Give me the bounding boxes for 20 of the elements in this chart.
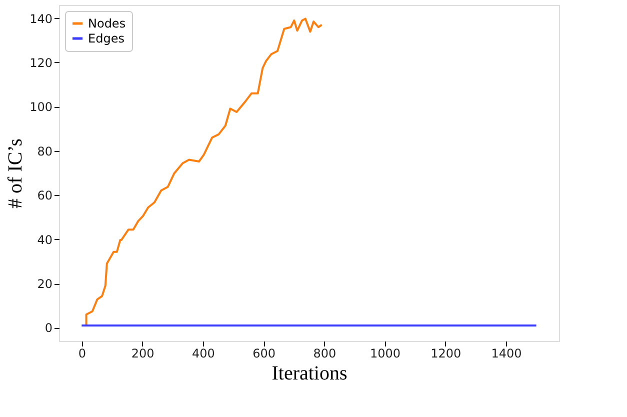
- x-tick-label: 200: [131, 346, 154, 360]
- y-tick-label: 120: [30, 56, 52, 70]
- y-tick-label: 100: [30, 100, 52, 114]
- y-tick-label: 0: [44, 321, 52, 336]
- y-tick-label: 60: [37, 188, 52, 203]
- y-tick-label: 80: [37, 144, 52, 158]
- x-tick-label: 400: [192, 346, 215, 360]
- x-tick-label: 0: [78, 346, 86, 360]
- x-tick-label: 1400: [491, 346, 522, 360]
- legend-label: Nodes: [88, 16, 126, 30]
- x-tick-label: 1000: [370, 346, 401, 360]
- legend-label: Edges: [88, 32, 124, 46]
- y-tick-label: 20: [37, 277, 52, 292]
- x-tick-label: 600: [252, 346, 276, 360]
- x-tick-label: 1200: [430, 346, 462, 360]
- y-tick-label: 140: [30, 12, 52, 26]
- y-tick-label: 40: [37, 232, 52, 247]
- x-axis-title: Iterations: [272, 362, 348, 384]
- y-axis-title: # of IC’s: [4, 138, 27, 208]
- x-tick-label: 800: [313, 346, 336, 360]
